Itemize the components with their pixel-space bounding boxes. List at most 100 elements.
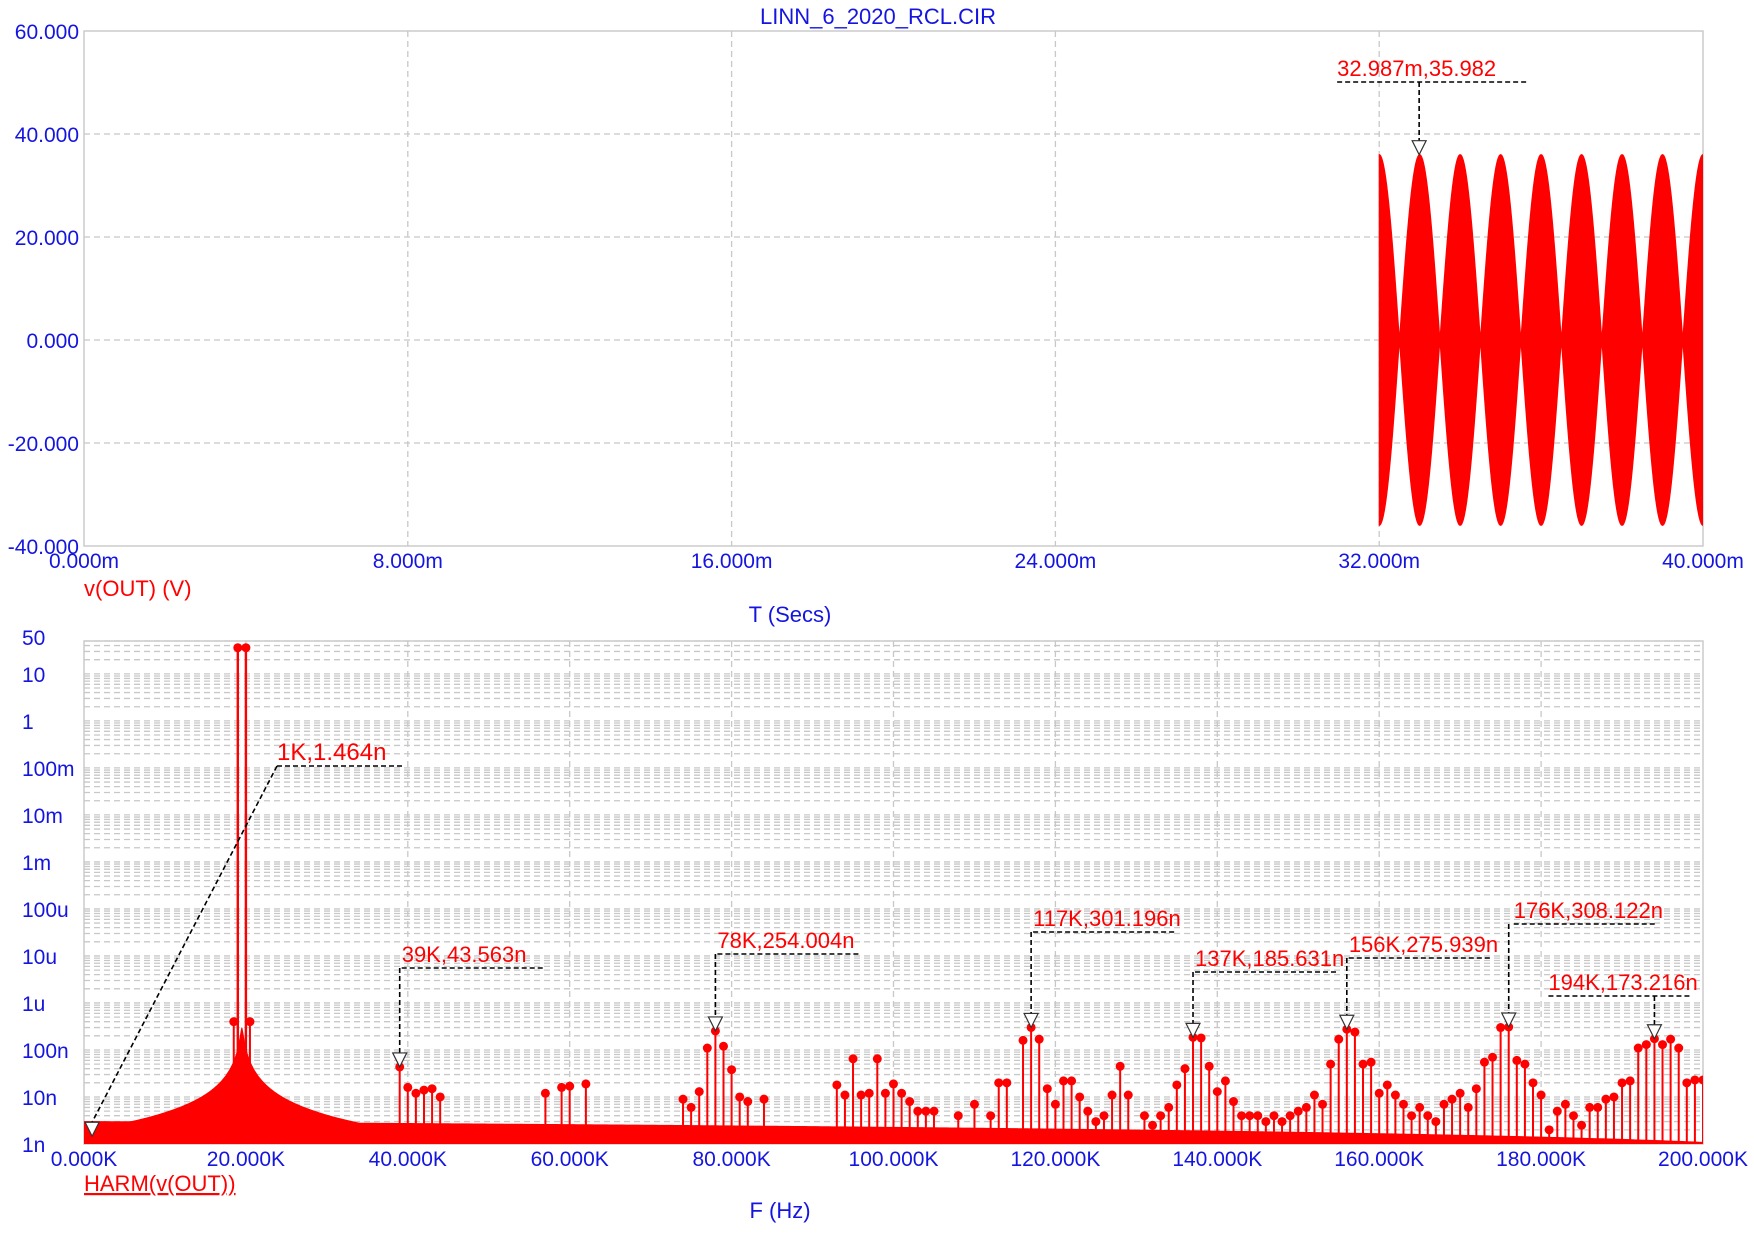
harmonic-marker [864, 1088, 874, 1098]
harm-annotation-label: 137K,185.631n [1195, 946, 1344, 971]
harm-y-tick-label: 50 [22, 627, 45, 650]
harm-x-tick-label: 180.000K [1496, 1148, 1586, 1171]
harm-annotation-label: 39K,43.563n [402, 942, 527, 967]
time-x-tick-label: 8.000m [373, 550, 443, 573]
harm-x-tick-label: 160.000K [1334, 1148, 1424, 1171]
time-y-tick-label: -20.000 [8, 433, 79, 456]
harmonic-marker [435, 1092, 445, 1102]
harmonic-marker [856, 1090, 866, 1100]
harmonic-marker [403, 1082, 413, 1092]
time-y-tick-label: 40.000 [15, 124, 79, 147]
harm-annotation-label: 78K,254.004n [717, 928, 854, 953]
harm-annotation-label: 156K,275.939n [1349, 932, 1498, 957]
harmonics-plot-annotations: 1K,1.464n 39K,43.563n 78K,254.004n 117K,301… [84, 739, 1698, 1138]
harmonic-marker [1423, 1111, 1433, 1121]
harm-x-tick-label: 120.000K [1010, 1148, 1100, 1171]
harm-x-tick-label: 200.000K [1658, 1148, 1748, 1171]
harmonic-marker [1625, 1076, 1635, 1086]
harmonic-marker [905, 1097, 915, 1107]
harm-y-tick-label: 1 [22, 711, 34, 734]
harmonic-marker [1326, 1059, 1336, 1069]
harmonic-marker [1115, 1061, 1125, 1071]
time-plot-grid [84, 31, 1703, 546]
harmonics-plot: 0.000K 20.000K 40.000K 60.000K 80.000K 100.00… [22, 627, 1748, 1223]
harmonic-marker [994, 1078, 1004, 1088]
time-x-axis-title: T (Secs) [749, 602, 832, 627]
harmonic-marker [1285, 1111, 1295, 1121]
harmonic-marker [1075, 1092, 1085, 1102]
harmonic-marker [1220, 1076, 1230, 1086]
harm-x-tick-label: 80.000K [692, 1148, 770, 1171]
harmonic-marker [929, 1106, 939, 1116]
harmonic-marker [1358, 1059, 1368, 1069]
harm-annotation-arrow [84, 1121, 101, 1138]
harmonic-marker [1277, 1117, 1287, 1127]
harmonic-marker [1544, 1125, 1554, 1135]
time-y-tick-label: 0.000 [26, 330, 79, 353]
harm-x-tick-label: 100.000K [849, 1148, 939, 1171]
harmonic-marker [694, 1087, 704, 1097]
harm-annotation-arrow [1023, 1012, 1040, 1029]
harmonic-marker [1617, 1078, 1627, 1088]
vout-envelope [1378, 153, 1703, 527]
harmonic-marker [245, 1017, 255, 1027]
harmonic-marker [1018, 1035, 1028, 1045]
harmonic-marker [702, 1043, 712, 1053]
harm-x-tick-label: 60.000K [531, 1148, 609, 1171]
fundamental-marker [233, 643, 243, 653]
harmonic-marker [1253, 1111, 1263, 1121]
harmonic-marker [1471, 1084, 1481, 1094]
harmonic-marker [1585, 1102, 1595, 1112]
harm-x-axis-title: F (Hz) [749, 1198, 810, 1223]
harm-y-tick-label: 1u [22, 993, 45, 1016]
harmonic-marker [1172, 1080, 1182, 1090]
harmonic-marker [913, 1106, 923, 1116]
harmonic-marker [1415, 1102, 1425, 1112]
harmonic-marker [1148, 1120, 1158, 1130]
harmonic-marker [1156, 1111, 1166, 1121]
harmonic-marker [427, 1084, 437, 1094]
harm-y-tick-label: 100n [22, 1040, 69, 1063]
harmonic-marker [1318, 1099, 1328, 1109]
harmonic-marker [1398, 1099, 1408, 1109]
harm-y-tick-label: 10n [22, 1087, 57, 1110]
harmonic-marker [1002, 1078, 1012, 1088]
harmonic-marker [840, 1090, 850, 1100]
harmonic-marker [872, 1054, 882, 1064]
harmonic-marker [1237, 1111, 1247, 1121]
harmonic-marker [1552, 1106, 1562, 1116]
harmonic-marker [1439, 1099, 1449, 1109]
harmonic-marker [1601, 1094, 1611, 1104]
harmonic-marker [1107, 1090, 1117, 1100]
harmonic-marker [735, 1092, 745, 1102]
harmonic-marker [1666, 1034, 1676, 1044]
harmonic-marker [743, 1097, 753, 1107]
harmonic-marker [1577, 1120, 1587, 1130]
fundamental-marker [241, 643, 251, 653]
harmonic-marker [1431, 1117, 1441, 1127]
harmonic-marker [1180, 1064, 1190, 1074]
harmonic-marker [880, 1088, 890, 1098]
harmonic-marker [1479, 1057, 1489, 1067]
harmonic-marker [1058, 1076, 1068, 1086]
harm-x-tick-label: 140.000K [1172, 1148, 1262, 1171]
harm-annotation-label: 194K,173.216n [1548, 970, 1697, 995]
harm-annotation-arrow [1500, 1012, 1517, 1029]
harmonic-marker [1196, 1033, 1206, 1043]
harmonic-marker [889, 1079, 898, 1089]
harm-series-label: HARM(v(OUT)) [84, 1171, 236, 1196]
harmonic-marker [953, 1111, 963, 1121]
time-x-tick-label: 32.000m [1338, 550, 1420, 573]
harmonic-marker [832, 1080, 842, 1090]
time-plot-ticks: 0.000m 8.000m 16.000m 24.000m 32.000m 40.000m… [8, 21, 1744, 573]
time-x-tick-label: 16.000m [691, 550, 773, 573]
harmonic-marker [1641, 1040, 1651, 1050]
harmonic-marker [1690, 1075, 1700, 1085]
harm-annotation-label: 117K,301.196n [1033, 906, 1181, 931]
harm-annotation-label: 1K,1.464n [277, 739, 386, 766]
harmonic-marker [1374, 1088, 1384, 1098]
harmonic-marker [1334, 1034, 1344, 1044]
harmonic-marker [565, 1081, 575, 1091]
harm-y-tick-label: 100u [22, 899, 69, 922]
vout-trace [1378, 153, 1703, 527]
